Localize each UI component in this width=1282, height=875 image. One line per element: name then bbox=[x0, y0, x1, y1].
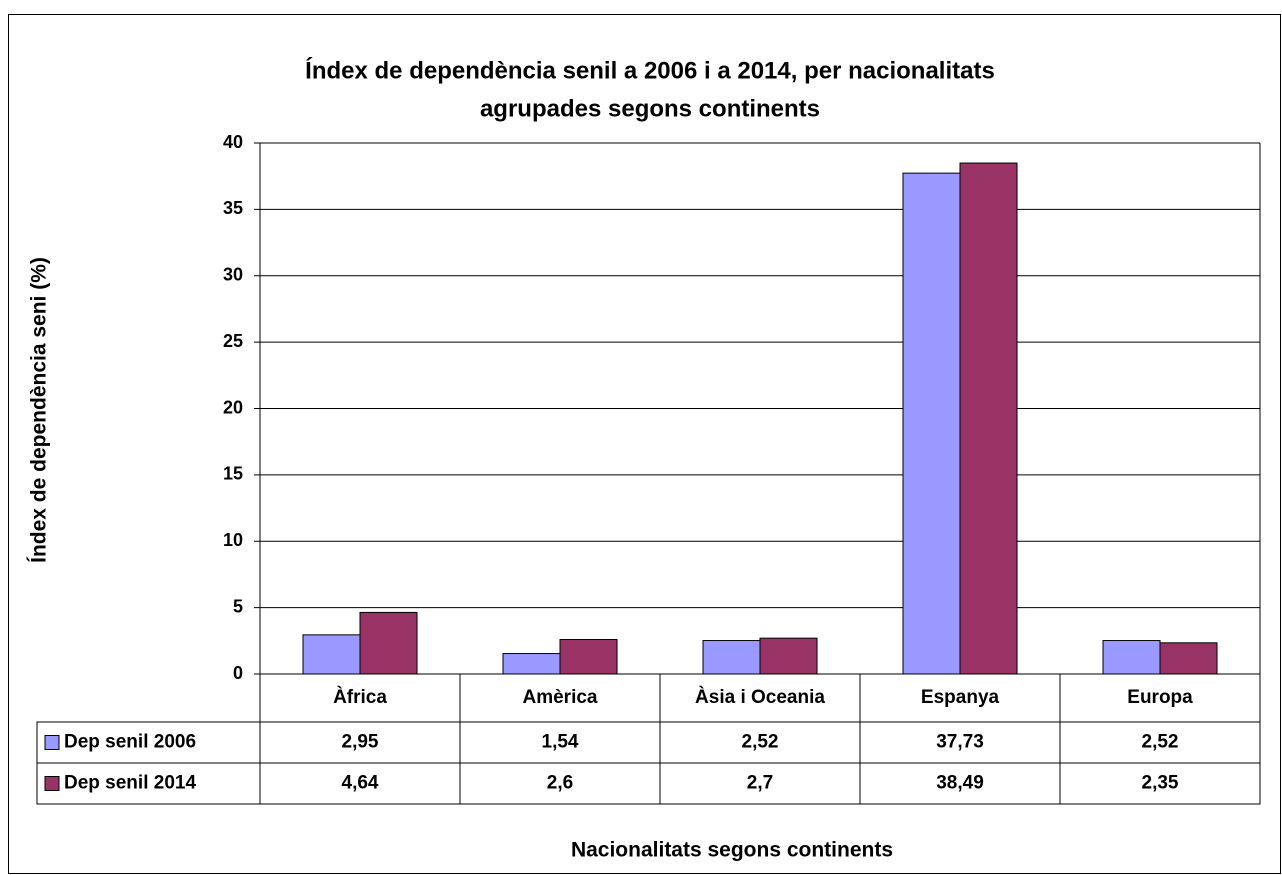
y-tick-label: 10 bbox=[223, 530, 243, 550]
y-tick-label: 20 bbox=[223, 397, 243, 417]
data-table-value: 2,52 bbox=[742, 732, 779, 753]
data-table-value: 2,35 bbox=[1142, 773, 1179, 794]
bar bbox=[959, 162, 1018, 675]
bar bbox=[502, 653, 561, 675]
bar bbox=[359, 611, 418, 675]
y-tick-label: 25 bbox=[223, 331, 243, 351]
bar bbox=[1102, 640, 1161, 675]
x-tick-label: Àsia i Oceania bbox=[695, 686, 825, 708]
x-axis-label: Nacionalitats segons continents bbox=[571, 839, 893, 862]
chart-title: agrupades segons continents bbox=[480, 95, 820, 122]
x-tick-label: Àfrica bbox=[333, 686, 387, 708]
y-tick-label: 35 bbox=[223, 198, 243, 218]
y-tick-label: 30 bbox=[223, 265, 243, 285]
legend-swatch bbox=[44, 735, 60, 750]
bar bbox=[902, 172, 961, 675]
bar bbox=[1159, 642, 1218, 675]
bar bbox=[702, 640, 761, 675]
x-tick-label: Amèrica bbox=[523, 687, 598, 708]
y-tick-label: 0 bbox=[233, 663, 243, 683]
x-tick-label: Espanya bbox=[921, 687, 1000, 708]
data-table-value: 2,95 bbox=[342, 732, 379, 753]
x-tick-label: Europa bbox=[1127, 687, 1193, 708]
legend-label: Dep senil 2014 bbox=[64, 773, 196, 794]
y-tick-label: 5 bbox=[233, 596, 243, 616]
y-tick-label: 40 bbox=[223, 132, 243, 152]
data-table-value: 37,73 bbox=[936, 732, 984, 753]
data-table-value: 2,52 bbox=[1142, 732, 1179, 753]
y-tick-label: 15 bbox=[223, 464, 243, 484]
bar bbox=[302, 634, 361, 675]
bar bbox=[559, 638, 618, 675]
data-table-value: 38,49 bbox=[936, 773, 984, 794]
data-table-value: 1,54 bbox=[542, 732, 579, 753]
data-table-value: 4,64 bbox=[342, 773, 379, 794]
legend-label: Dep senil 2006 bbox=[64, 732, 196, 753]
chart-frame bbox=[8, 14, 1281, 874]
data-table-value: 2,7 bbox=[747, 773, 773, 794]
bar bbox=[759, 637, 818, 675]
data-table-value: 2,6 bbox=[547, 773, 573, 794]
chart-title: Índex de dependència senil a 2006 i a 20… bbox=[305, 56, 995, 84]
legend-swatch bbox=[44, 776, 60, 791]
y-axis-label: Índex de dependència seni (%) bbox=[28, 257, 51, 563]
